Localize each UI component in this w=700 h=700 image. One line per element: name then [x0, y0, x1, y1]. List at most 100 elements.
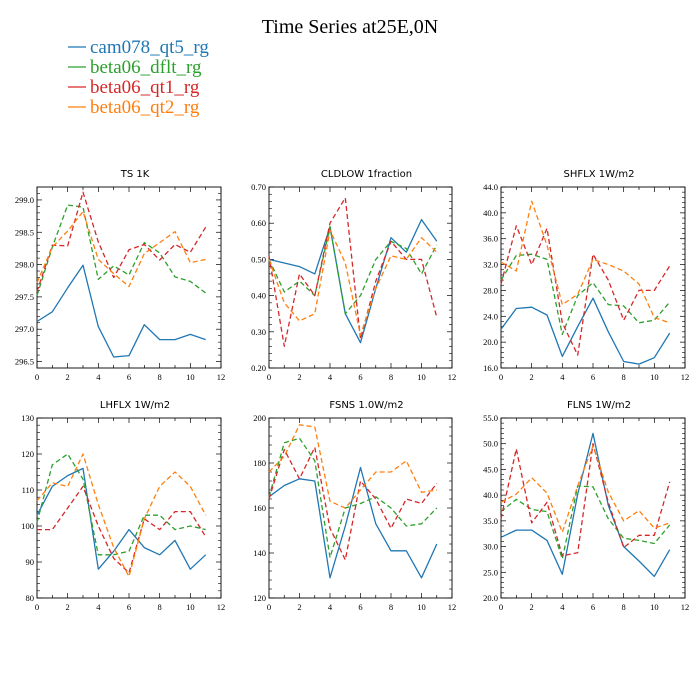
chart-panel: TS 1K 0 2 4 6 8 10 12 296.5 297.0 297.5 298.0 298.5 2…: [15, 169, 225, 382]
x-tick-label: 6: [591, 602, 595, 612]
y-tick-label: 200: [253, 413, 266, 423]
y-tick-label: 296.5: [15, 357, 34, 367]
legend-label: beta06_dflt_rg: [90, 57, 202, 78]
x-tick-label: 0: [499, 602, 503, 612]
series-line-beta06_dflt_rg: [36, 204, 207, 296]
x-tick-label: 8: [622, 602, 626, 612]
series-line-beta06_qt2_rg: [268, 229, 438, 337]
series-line-cam078_qt5_rg: [36, 467, 207, 570]
series-line-cam078_qt5_rg: [36, 264, 206, 358]
x-tick-label: 8: [158, 602, 162, 612]
y-tick-label: 24.0: [483, 311, 498, 321]
legend: cam078_qt5_rgbeta06_dflt_rgbeta06_qt1_rg…: [68, 37, 209, 118]
chart-panel: SHFLX 1W/m2 0 2 4 6 8 10 12 16.0 20.0 24.0 28.0 32.0…: [483, 169, 689, 382]
legend-label: cam078_qt5_rg: [90, 37, 209, 58]
x-tick-label: 2: [66, 372, 70, 382]
y-tick-label: 180: [253, 458, 266, 468]
y-tick-label: 298.5: [15, 227, 34, 237]
y-tick-label: 28.0: [483, 285, 498, 295]
series-line-beta06_dflt_rg: [500, 253, 671, 336]
y-tick-label: 297.0: [15, 324, 34, 334]
x-tick-label: 12: [448, 372, 457, 382]
x-tick-label: 6: [591, 372, 595, 382]
y-tick-label: 160: [253, 503, 266, 513]
series-line-beta06_dflt_rg: [268, 437, 438, 559]
series-line-cam078_qt5_rg: [500, 432, 671, 578]
x-tick-label: 6: [127, 602, 131, 612]
x-tick-label: 0: [35, 602, 39, 612]
x-tick-label: 0: [267, 372, 271, 382]
chart-panel: LHFLX 1W/m2 0 2 4 6 8 10 12 80 90 100 110 120 130: [21, 400, 225, 612]
x-tick-label: 4: [560, 372, 565, 382]
y-tick-label: 0.30: [251, 327, 266, 337]
y-tick-label: 0.20: [251, 363, 266, 373]
y-tick-label: 55.0: [483, 413, 498, 423]
y-tick-label: 80: [26, 593, 35, 603]
x-tick-label: 10: [650, 372, 659, 382]
legend-label: beta06_qt1_rg: [90, 77, 200, 98]
y-tick-label: 40.0: [483, 490, 498, 500]
x-tick-label: 2: [530, 602, 534, 612]
x-tick-label: 0: [499, 372, 503, 382]
x-tick-label: 10: [186, 372, 195, 382]
x-tick-label: 12: [217, 602, 226, 612]
x-tick-label: 2: [530, 372, 534, 382]
x-tick-label: 12: [681, 372, 690, 382]
y-tick-label: 90: [26, 557, 35, 567]
y-tick-label: 0.40: [251, 291, 266, 301]
x-tick-label: 10: [417, 602, 426, 612]
x-tick-label: 12: [448, 602, 457, 612]
y-tick-label: 20.0: [483, 337, 498, 347]
x-tick-label: 0: [35, 372, 39, 382]
x-tick-label: 6: [127, 372, 131, 382]
x-tick-label: 2: [297, 602, 301, 612]
y-tick-label: 35.0: [483, 516, 498, 526]
x-tick-label: 8: [622, 372, 626, 382]
legend-label: beta06_qt2_rg: [90, 97, 200, 118]
plot-frame: [36, 186, 222, 369]
panel-title: LHFLX 1W/m2: [100, 400, 170, 411]
series-line-cam078_qt5_rg: [500, 297, 671, 365]
y-tick-label: 120: [21, 449, 34, 459]
chart-panel: FLNS 1W/m2 0 2 4 6 8 10 12 20.0 25.0 30.0 35.0 40.0 4…: [483, 400, 689, 612]
y-tick-label: 0.70: [251, 182, 266, 192]
y-tick-label: 297.5: [15, 292, 34, 302]
y-tick-label: 32.0: [483, 260, 498, 270]
x-tick-label: 4: [560, 602, 565, 612]
y-tick-label: 110: [22, 485, 34, 495]
series-line-beta06_qt2_rg: [36, 453, 207, 578]
series-line-beta06_qt1_rg: [500, 225, 671, 356]
y-tick-label: 298.0: [15, 260, 34, 270]
series-line-beta06_qt1_rg: [36, 191, 207, 292]
series-line-beta06_qt2_rg: [500, 200, 670, 324]
x-tick-label: 6: [358, 602, 362, 612]
x-tick-label: 8: [389, 372, 393, 382]
y-tick-label: 25.0: [483, 567, 498, 577]
x-tick-label: 6: [358, 372, 362, 382]
series-line-beta06_qt2_rg: [36, 210, 206, 288]
x-tick-label: 4: [96, 602, 101, 612]
y-tick-label: 40.0: [483, 208, 498, 218]
x-tick-label: 12: [681, 602, 690, 612]
chart-panel: FSNS 1.0W/m2 0 2 4 6 8 10 12 120 140 160 180 200: [253, 400, 456, 612]
series-line-beta06_qt2_rg: [500, 445, 670, 533]
panels: TS 1K 0 2 4 6 8 10 12 296.5 297.0 297.5 298.0 298.5 2…: [15, 169, 689, 612]
panel-title: FLNS 1W/m2: [567, 400, 631, 411]
y-tick-label: 45.0: [483, 464, 498, 474]
chart-panel: CLDLOW 1fraction 0 2 4 6 8 10 12 0.20 0.30 0.40 0.5…: [251, 169, 456, 382]
x-tick-label: 4: [328, 602, 333, 612]
x-tick-label: 0: [267, 602, 271, 612]
x-tick-label: 8: [158, 372, 162, 382]
y-tick-label: 0.50: [251, 254, 266, 264]
x-tick-label: 8: [389, 602, 393, 612]
y-tick-label: 44.0: [483, 182, 498, 192]
figure-title: Time Series at25E,0N: [262, 16, 438, 38]
x-tick-label: 12: [217, 372, 226, 382]
series-line-beta06_qt1_rg: [268, 446, 438, 561]
y-tick-label: 16.0: [483, 363, 498, 373]
y-tick-label: 20.0: [483, 593, 498, 603]
x-tick-label: 10: [650, 602, 659, 612]
y-tick-label: 30.0: [483, 542, 498, 552]
y-tick-label: 120: [253, 593, 266, 603]
